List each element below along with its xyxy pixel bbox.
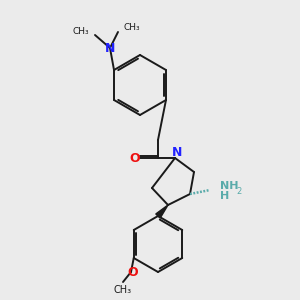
Text: N: N <box>105 41 115 55</box>
Text: CH₃: CH₃ <box>114 285 132 295</box>
Polygon shape <box>156 205 168 218</box>
Text: N: N <box>172 146 182 158</box>
Text: H: H <box>220 191 229 201</box>
Text: NH: NH <box>220 181 239 191</box>
Text: CH₃: CH₃ <box>124 23 141 32</box>
Text: CH₃: CH₃ <box>72 26 89 35</box>
Text: O: O <box>130 152 140 164</box>
Text: 2: 2 <box>236 188 241 196</box>
Text: O: O <box>128 266 138 278</box>
